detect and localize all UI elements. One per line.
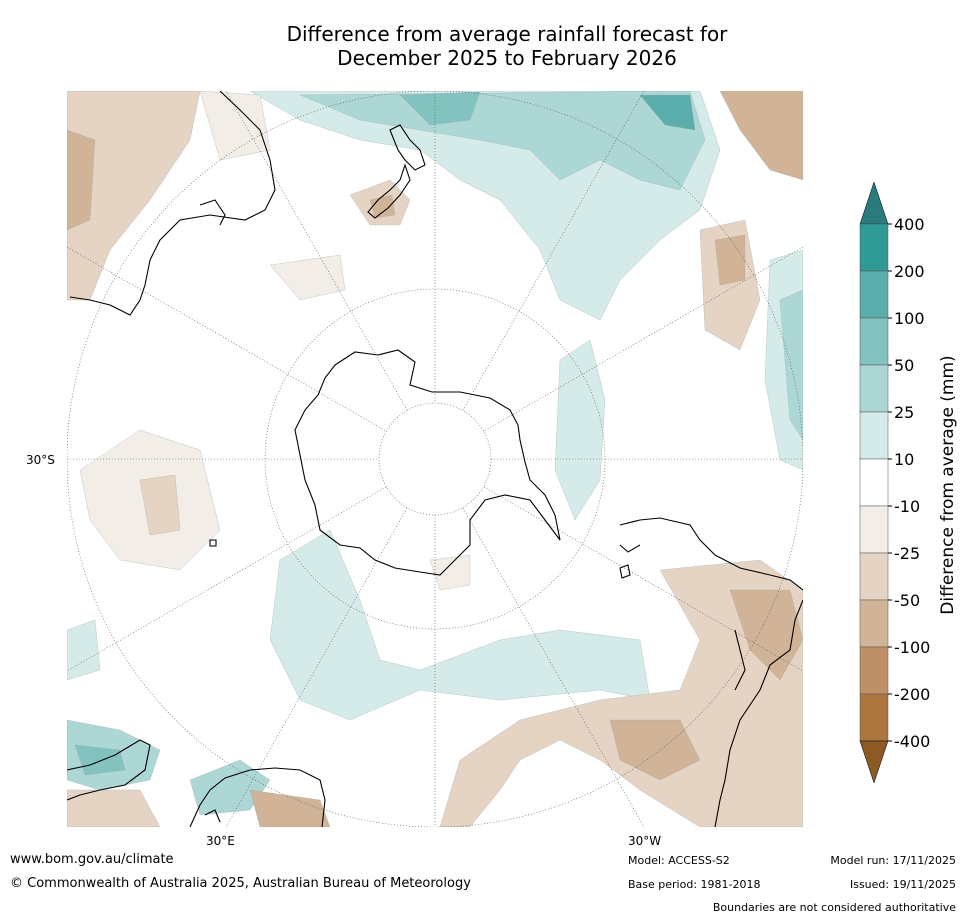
- colorbar-tick-label: -200: [894, 685, 930, 704]
- colorbar-label: Difference from average (mm): [938, 355, 958, 614]
- colorbar-tick-label: 200: [894, 262, 925, 281]
- colorbar-segment: [859, 411, 889, 460]
- map-title: Difference from average rainfall forecas…: [0, 22, 965, 70]
- colorbar-segment: [859, 458, 889, 507]
- map-area: [67, 91, 803, 827]
- colorbar-tick-label: -400: [894, 732, 930, 751]
- field-dry-bottom-right-3: [609, 719, 701, 781]
- colorbar-tick-label: 100: [894, 309, 925, 328]
- coast-small-island: [209, 539, 217, 547]
- coastlines: [67, 91, 803, 827]
- footer-copyright: © Commonwealth of Australia 2025, Austra…: [10, 876, 471, 891]
- field-dry-right-mid-2: [714, 234, 746, 286]
- field-dry-nz-2: [369, 194, 396, 219]
- meridian-120: [67, 486, 387, 672]
- colorbar-segment: [859, 646, 889, 695]
- colorbar-segment: [859, 552, 889, 601]
- colorbar: 400 200 100 50 25 10 -10 -25 -50 -100 -200 -400: [859, 181, 930, 784]
- coast-nz-south: [367, 163, 411, 219]
- field-dry-mid-left-2: [139, 474, 181, 536]
- meridian-150: [225, 507, 408, 827]
- meridian-30: [225, 91, 408, 411]
- field-dry-top-right: [719, 91, 803, 181]
- footer-issued: Issued: 19/11/2025: [849, 878, 956, 891]
- colorbar-extend-over: [859, 181, 889, 225]
- footer-base-period: Base period: 1981-2018: [628, 878, 761, 891]
- coast-nz-north: [389, 124, 426, 171]
- field-wet-top-3: [399, 91, 481, 126]
- field-dry-small: [269, 254, 346, 301]
- colorbar-tick-label: -50: [894, 591, 920, 610]
- lat-label-30s: 30°S: [26, 453, 55, 467]
- footer-model-run: Model run: 17/11/2025: [830, 854, 956, 867]
- colorbar-tick-label: -25: [894, 544, 920, 563]
- field-dry-bottom-right: [439, 559, 803, 827]
- field-wet-left-edge: [67, 619, 101, 681]
- colorbar-tick-label: -10: [894, 497, 920, 516]
- field-dry-antarctic: [429, 554, 471, 591]
- colorbar-segment: [859, 505, 889, 554]
- colorbar-segment: [859, 270, 889, 319]
- title-line-2: December 2025 to February 2026: [337, 46, 677, 70]
- lon-label-30w: 30°W: [628, 834, 661, 848]
- field-wet-right-2: [779, 289, 803, 441]
- meridian-240: [483, 486, 803, 672]
- field-dry-top-left-3: [199, 91, 271, 161]
- colorbar-tick-label: 10: [894, 450, 914, 469]
- anomaly-fields: [67, 91, 803, 827]
- meridian-300: [483, 246, 803, 432]
- coast-falklands: [619, 564, 631, 579]
- lon-label-30e: 30°E: [206, 834, 235, 848]
- field-wet-drake: [554, 339, 606, 521]
- field-wet-bottom-left-2: [74, 744, 126, 776]
- meridian-60: [67, 246, 387, 432]
- colorbar-segment: [859, 317, 889, 366]
- footer-website[interactable]: www.bom.gov.au/climate: [10, 852, 174, 867]
- coast-antarctica: [294, 349, 561, 576]
- footer-disclaimer: Boundaries are not considered authoritat…: [712, 901, 956, 914]
- title-line-1: Difference from average rainfall forecas…: [286, 22, 728, 46]
- field-dry-bottom-right-2: [729, 589, 803, 681]
- field-dry-bottom-left-2: [249, 789, 331, 827]
- field-wet-top-4: [639, 94, 696, 131]
- colorbar-tick-label: 400: [894, 215, 925, 234]
- field-dry-bottom-left: [67, 789, 161, 827]
- coast-south-america: [619, 517, 803, 827]
- coast-tasmania: [204, 809, 221, 823]
- colorbar-segment: [859, 599, 889, 648]
- colorbar-tick-label: -100: [894, 638, 930, 657]
- footer-model: Model: ACCESS-S2: [628, 854, 730, 867]
- colorbar-segment: [859, 223, 889, 272]
- colorbar-segment: [859, 364, 889, 413]
- meridian-330: [462, 91, 645, 411]
- colorbar-extend-under: [859, 740, 889, 784]
- colorbar-tick-label: 25: [894, 403, 914, 422]
- field-dry-top-left: [67, 91, 201, 301]
- coast-madagascar: [199, 199, 226, 226]
- meridian-210: [462, 507, 645, 827]
- graticule: [67, 91, 803, 827]
- coast-africa: [69, 91, 276, 316]
- colorbar-segment: [859, 693, 889, 742]
- field-wet-top-2: [299, 91, 706, 191]
- colorbar-tick-label: 50: [894, 356, 914, 375]
- coast-australia: [67, 739, 326, 827]
- field-dry-top-left-2: [67, 129, 96, 231]
- field-wet-south-atlantic: [269, 529, 651, 721]
